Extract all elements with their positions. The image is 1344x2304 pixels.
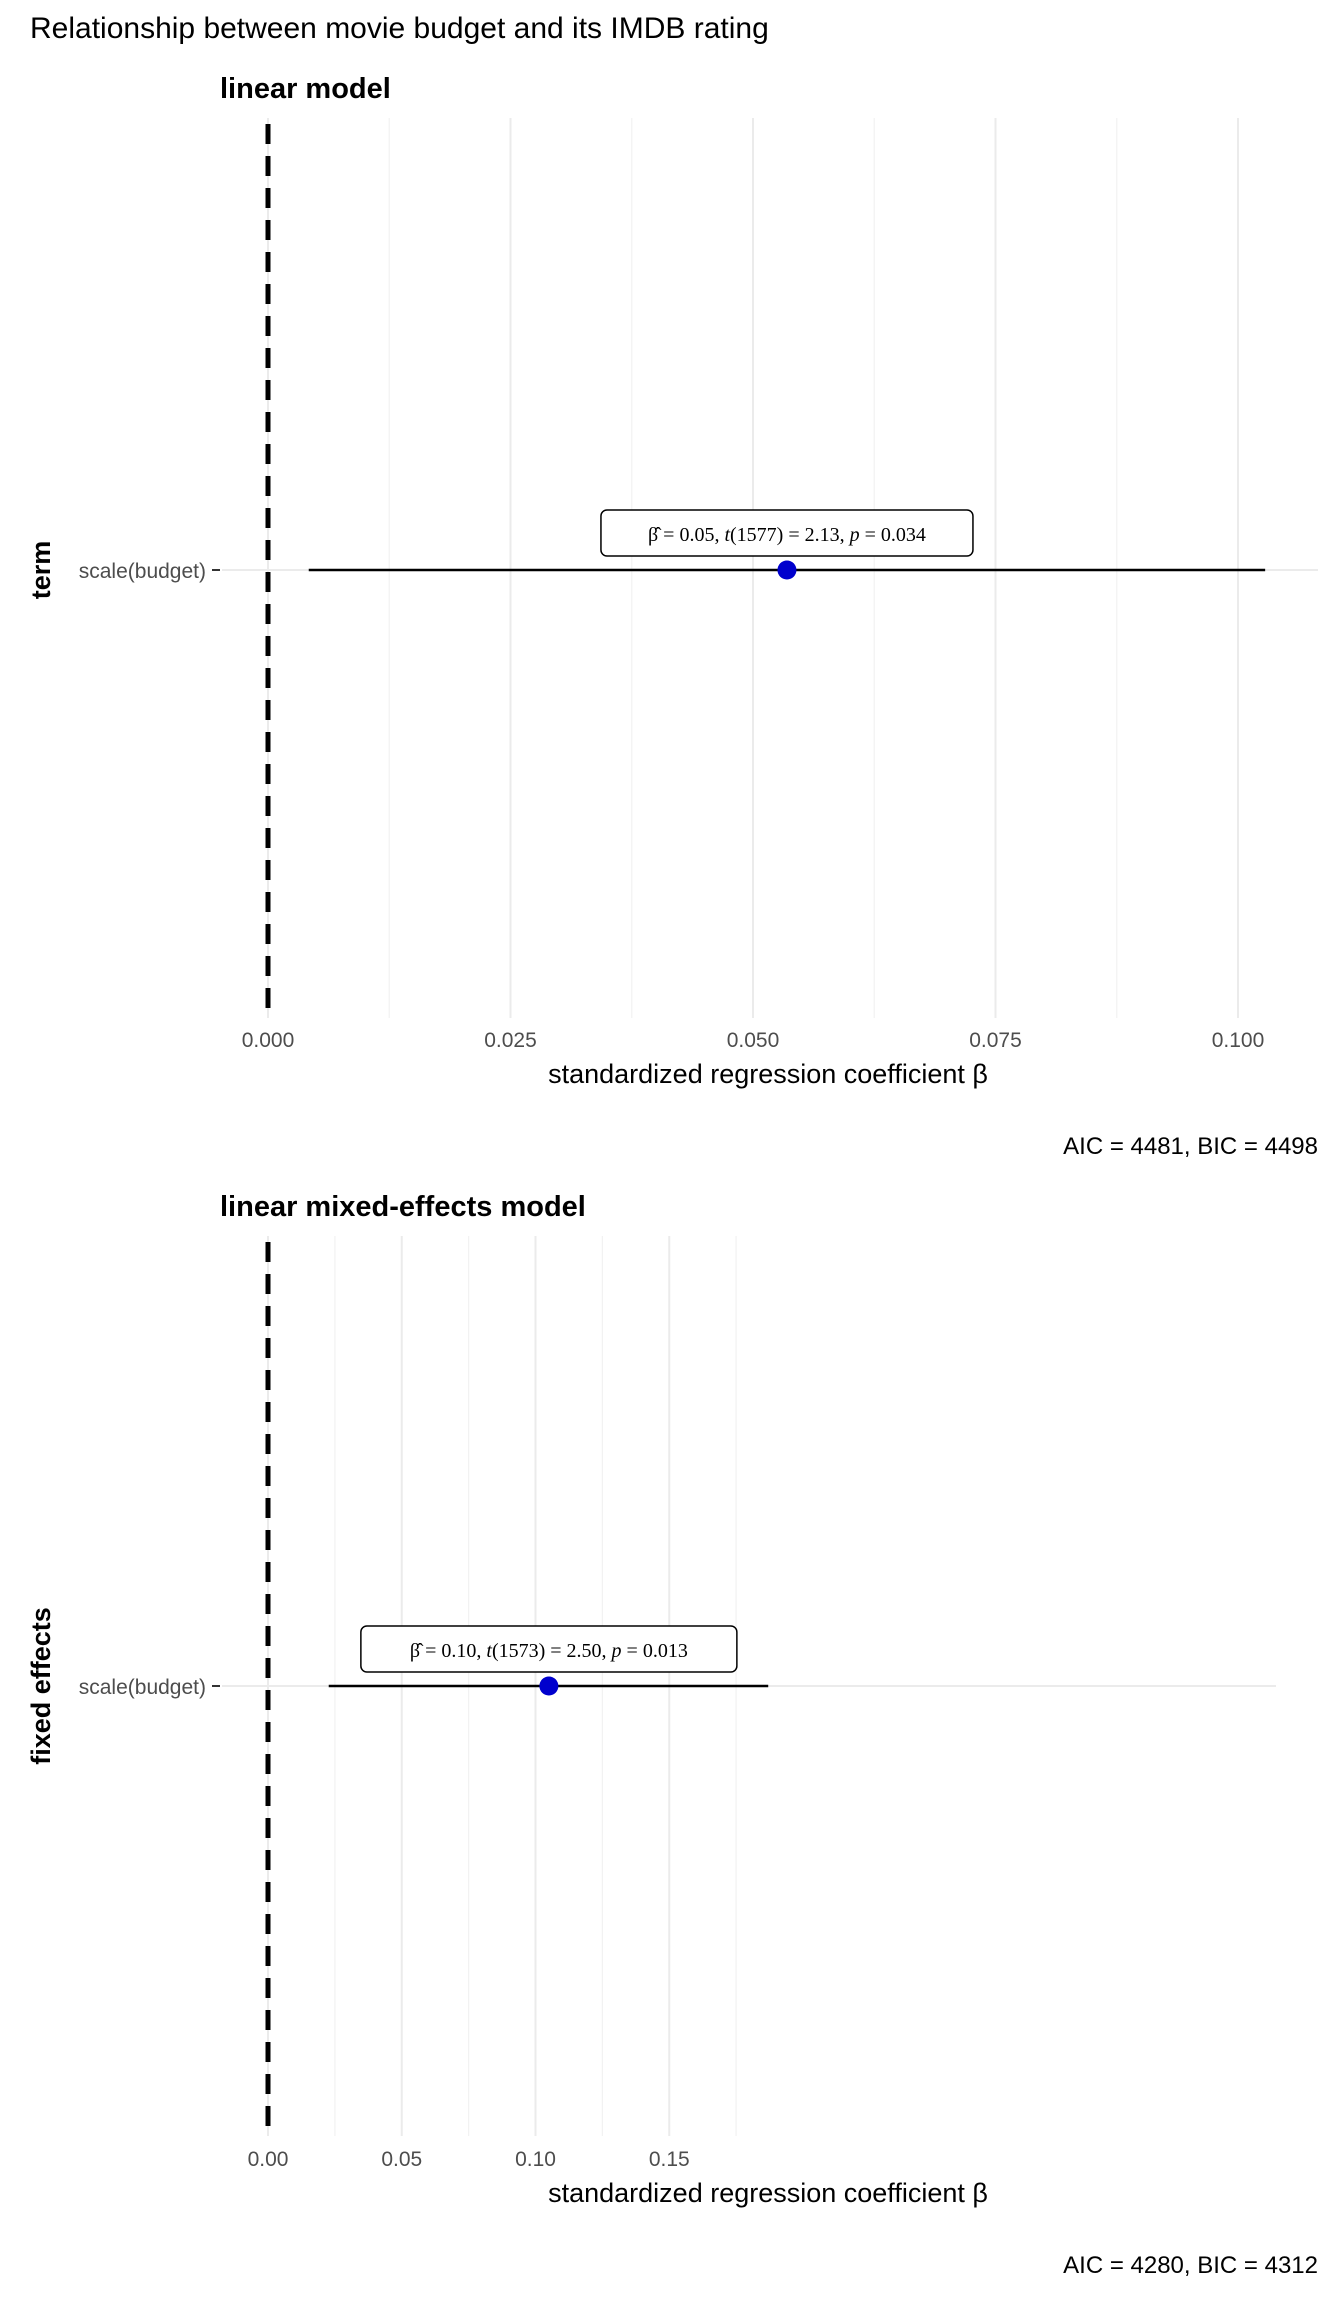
estimate-annotation: β̂ = 0.10, t(1573) = 2.50, p = 0.013 — [360, 1625, 738, 1673]
panel-subtitle: linear mixed-effects model — [220, 1191, 586, 1223]
panel-1: β̂ = 0.05, t(1577) = 2.13, p = 0.034 line… — [26, 73, 1318, 1160]
estimate-point — [539, 1676, 559, 1696]
y-tick-label: scale(budget) — [79, 560, 206, 583]
y-tick-label: scale(budget) — [79, 1676, 206, 1699]
x-tick-label: 0.15 — [649, 2148, 690, 2171]
x-tick-label: 0.10 — [515, 2148, 556, 2171]
x-axis-label: standardized regression coefficient β — [548, 2178, 988, 2208]
x-tick-label: 0.050 — [727, 1029, 780, 1052]
annotation-box — [360, 1625, 738, 1673]
estimate-point — [777, 560, 797, 580]
estimate-annotation: β̂ = 0.05, t(1577) = 2.13, p = 0.034 — [600, 509, 974, 557]
x-tick-label: 0.05 — [381, 2148, 422, 2171]
panel-caption: AIC = 4481, BIC = 4498 — [1063, 1133, 1318, 1160]
figure-title: Relationship between movie budget and it… — [30, 12, 769, 45]
panel-subtitle: linear model — [220, 73, 391, 105]
annotation-text: β̂ = 0.05, t(1577) = 2.13, p = 0.034 — [648, 524, 926, 546]
x-tick-label: 0.00 — [248, 2148, 289, 2171]
x-tick-label: 0.075 — [969, 1029, 1022, 1052]
panel-caption: AIC = 4280, BIC = 4312 — [1063, 2252, 1318, 2279]
y-axis-label: term — [26, 541, 56, 600]
annotation-box — [600, 509, 974, 557]
x-tick-label: 0.025 — [484, 1029, 537, 1052]
x-tick-label: 0.100 — [1212, 1029, 1265, 1052]
panels: β̂ = 0.05, t(1577) = 2.13, p = 0.034 line… — [26, 73, 1318, 2279]
x-tick-label: 0.000 — [242, 1029, 295, 1052]
y-axis-label: fixed effects — [26, 1607, 56, 1765]
annotation-text: β̂ = 0.10, t(1573) = 2.50, p = 0.013 — [410, 1640, 688, 1662]
panel-2: β̂ = 0.10, t(1573) = 2.50, p = 0.013 line… — [26, 1191, 1318, 2279]
x-axis-label: standardized regression coefficient β — [548, 1059, 988, 1089]
